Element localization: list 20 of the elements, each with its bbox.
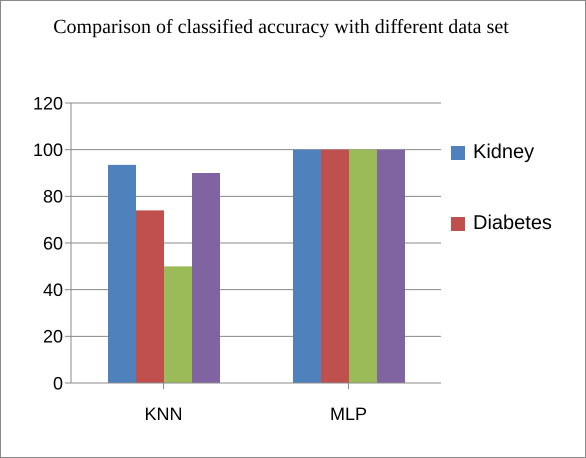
x-tick-label: KNN bbox=[144, 404, 183, 424]
y-tick-label: 40 bbox=[42, 280, 63, 300]
y-tick-label: 100 bbox=[32, 140, 63, 160]
legend-label: Kidney bbox=[473, 141, 534, 164]
bar bbox=[349, 150, 377, 383]
bar bbox=[164, 266, 192, 383]
y-tick-label: 0 bbox=[52, 373, 63, 394]
bar bbox=[293, 150, 321, 383]
bar bbox=[321, 150, 349, 383]
legend-label: Diabetes bbox=[473, 212, 552, 235]
y-tick-label: 80 bbox=[42, 186, 63, 207]
y-tick-label: 60 bbox=[42, 233, 63, 254]
chart-title: Comparison of classified accuracy with different data set bbox=[52, 15, 510, 39]
bar bbox=[136, 210, 164, 383]
bar bbox=[377, 150, 405, 383]
bar bbox=[192, 173, 220, 383]
y-tick-label: 20 bbox=[42, 326, 63, 347]
bar bbox=[108, 164, 136, 383]
y-tick-label: 120 bbox=[32, 93, 63, 114]
x-tick-label: MLP bbox=[330, 404, 368, 424]
